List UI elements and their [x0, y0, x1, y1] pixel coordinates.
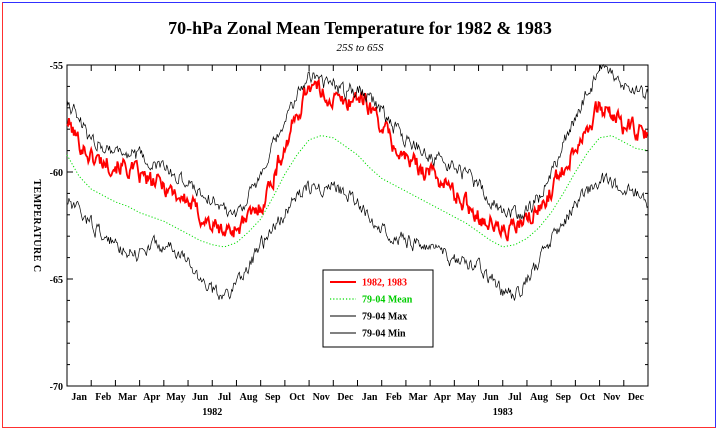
- legend-label: 79-04 Min: [362, 329, 406, 340]
- series-line-3: [66, 64, 649, 220]
- month-label: Apr: [143, 392, 161, 403]
- month-label: Aug: [240, 392, 258, 403]
- year-label: 1983: [493, 407, 513, 418]
- legend: 1982, 1983 79-04 Mean 79-04 Max 79-04 Min: [322, 269, 434, 348]
- month-label: Nov: [313, 392, 330, 403]
- month-label: Oct: [580, 392, 596, 403]
- month-label: May: [457, 392, 476, 403]
- year-label: 1982: [202, 407, 222, 418]
- month-label: Feb: [95, 392, 112, 403]
- month-label: Jul: [218, 392, 232, 403]
- chart-title: 70-hPa Zonal Mean Temperature for 1982 &…: [168, 18, 552, 38]
- series-line-1: [66, 77, 649, 242]
- y-tick-label: -65: [50, 275, 63, 286]
- month-label: Jul: [508, 392, 522, 403]
- month-label: Jun: [192, 392, 209, 403]
- month-label: Nov: [603, 392, 620, 403]
- series-line-4: [66, 172, 649, 301]
- month-label: Dec: [337, 392, 354, 403]
- y-tick-label: -60: [50, 168, 63, 179]
- y-tick-label: -70: [50, 382, 63, 393]
- legend-label: 1982, 1983: [362, 278, 407, 289]
- chart-subtitle: 25S to 65S: [336, 42, 384, 54]
- month-label: Apr: [434, 392, 452, 403]
- month-label: Jan: [362, 392, 378, 403]
- outer-frame: [2, 2, 716, 428]
- month-label: Mar: [409, 392, 428, 403]
- month-label: Oct: [289, 392, 305, 403]
- month-label: May: [166, 392, 185, 403]
- month-label: Aug: [530, 392, 548, 403]
- month-label: Sep: [555, 392, 571, 403]
- y-axis-label: TEMPERATURE C: [31, 179, 42, 272]
- month-label: Feb: [386, 392, 403, 403]
- axes-group: -55 -60 -65 -70 Jan Feb Mar Apr May Jun Jul Aug Sep O…: [50, 61, 649, 418]
- month-label: Mar: [118, 392, 137, 403]
- month-label: Jun: [483, 392, 500, 403]
- month-label: Dec: [628, 392, 645, 403]
- y-tick-label: -55: [50, 61, 63, 72]
- month-label: Sep: [265, 392, 281, 403]
- legend-label: 79-04 Mean: [362, 295, 413, 306]
- legend-label: 79-04 Max: [362, 312, 407, 323]
- month-label: Jan: [71, 392, 87, 403]
- series-group: [66, 64, 649, 301]
- series-line-2: [66, 135, 649, 248]
